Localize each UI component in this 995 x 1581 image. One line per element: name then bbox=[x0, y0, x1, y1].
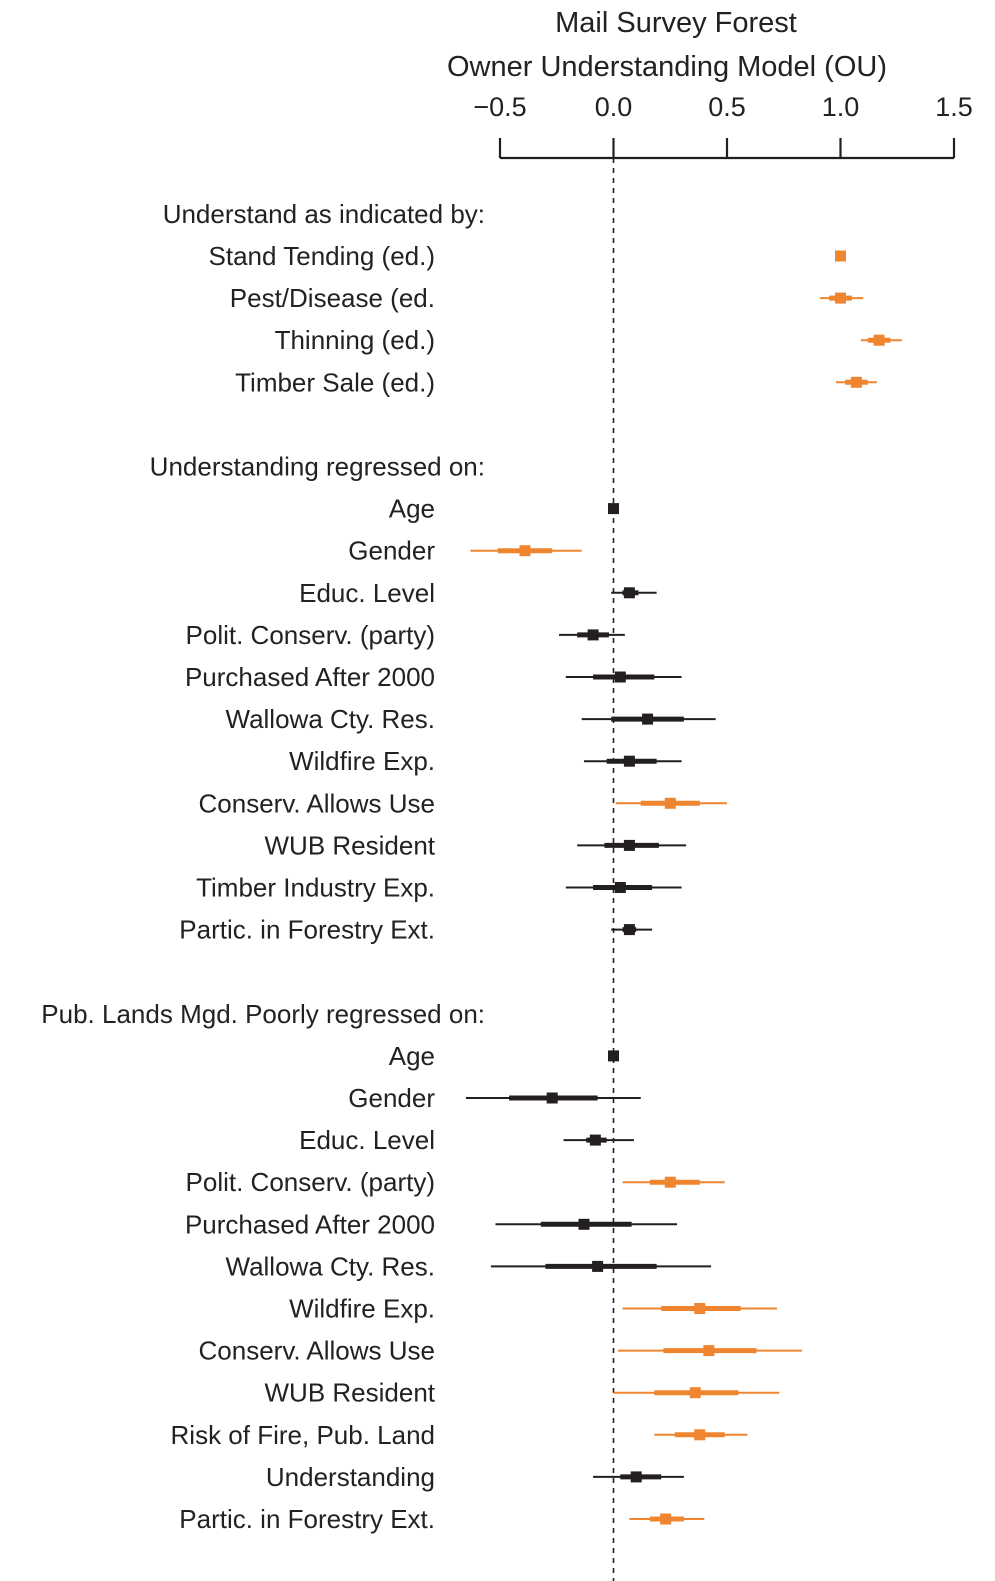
row-label: Partic. in Forestry Ext. bbox=[179, 915, 435, 945]
estimate-point bbox=[608, 1050, 619, 1062]
row-label: Timber Sale (ed.) bbox=[235, 367, 435, 397]
estimate-point bbox=[623, 924, 635, 936]
estimate-point bbox=[614, 882, 626, 893]
estimate-point bbox=[835, 292, 846, 304]
row-label: Stand Tending (ed.) bbox=[209, 241, 435, 271]
chart-title: Mail Survey Forest bbox=[555, 7, 797, 39]
estimate-point bbox=[592, 1260, 604, 1272]
x-tick-label: 0.5 bbox=[708, 92, 746, 122]
row-label: Gender bbox=[348, 1083, 435, 1113]
row-label: Gender bbox=[348, 536, 435, 566]
section-header: Understand as indicated by: bbox=[163, 199, 485, 229]
row-label: Age bbox=[389, 494, 435, 524]
x-tick-label: 1.0 bbox=[822, 92, 860, 122]
row-label: WUB Resident bbox=[265, 830, 436, 860]
row-label: Wallowa Cty. Res. bbox=[226, 704, 436, 734]
row-label: Conserv. Allows Use bbox=[199, 1336, 436, 1366]
row-label: Conserv. Allows Use bbox=[199, 788, 436, 818]
estimate-point bbox=[642, 713, 654, 725]
row-label: Thinning (ed.) bbox=[275, 325, 435, 355]
row-label: Polit. Conserv. (party) bbox=[186, 1167, 435, 1197]
plot-rows: Understand as indicated by: Stand Tending… bbox=[41, 199, 902, 1534]
row-label: Polit. Conserv. (party) bbox=[186, 620, 435, 650]
row-label: WUB Resident bbox=[265, 1378, 436, 1408]
estimate-point bbox=[873, 334, 885, 346]
section-header: Pub. Lands Mgd. Poorly regressed on: bbox=[41, 999, 485, 1029]
row-label: Pest/Disease (ed. bbox=[230, 283, 435, 313]
estimate-point bbox=[835, 250, 846, 262]
estimate-point bbox=[623, 839, 635, 851]
estimate-point bbox=[703, 1345, 715, 1357]
x-tick-label: 1.5 bbox=[935, 92, 973, 122]
row-label: Partic. in Forestry Ext. bbox=[179, 1504, 435, 1534]
estimate-point bbox=[614, 671, 626, 683]
estimate-point bbox=[660, 1513, 672, 1525]
estimate-point bbox=[630, 1471, 642, 1483]
section-header: Understanding regressed on: bbox=[150, 452, 485, 482]
row-label: Age bbox=[389, 1041, 435, 1071]
estimate-point bbox=[608, 503, 619, 515]
row-label: Understanding bbox=[266, 1462, 435, 1492]
estimate-point bbox=[689, 1387, 701, 1399]
row-label: Purchased After 2000 bbox=[185, 662, 435, 692]
row-label: Risk of Fire, Pub. Land bbox=[171, 1420, 435, 1450]
estimate-point bbox=[694, 1429, 706, 1441]
row-label: Purchased After 2000 bbox=[185, 1209, 435, 1239]
estimate-point bbox=[623, 587, 635, 599]
row-label: Wildfire Exp. bbox=[289, 746, 435, 776]
estimate-point bbox=[519, 545, 531, 557]
x-axis: −0.5 0.0 0.5 1.0 1.5 bbox=[473, 92, 973, 160]
estimate-point bbox=[664, 797, 676, 809]
estimate-point bbox=[546, 1092, 558, 1104]
estimate-point bbox=[664, 1176, 676, 1188]
row-label: Educ. Level bbox=[299, 1125, 435, 1155]
estimate-point bbox=[623, 755, 635, 767]
estimate-point bbox=[578, 1218, 590, 1230]
row-label: Timber Industry Exp. bbox=[196, 873, 435, 903]
row-label: Educ. Level bbox=[299, 578, 435, 608]
row-label: Wildfire Exp. bbox=[289, 1294, 435, 1324]
estimate-point bbox=[587, 629, 599, 641]
estimate-point bbox=[589, 1134, 601, 1146]
estimate-point bbox=[850, 376, 862, 388]
estimate-point bbox=[694, 1303, 706, 1314]
row-label: Wallowa Cty. Res. bbox=[226, 1251, 436, 1281]
x-tick-label: 0.0 bbox=[595, 92, 633, 122]
x-tick-label: −0.5 bbox=[473, 92, 526, 122]
chart-subtitle: Owner Understanding Model (OU) bbox=[447, 51, 887, 83]
